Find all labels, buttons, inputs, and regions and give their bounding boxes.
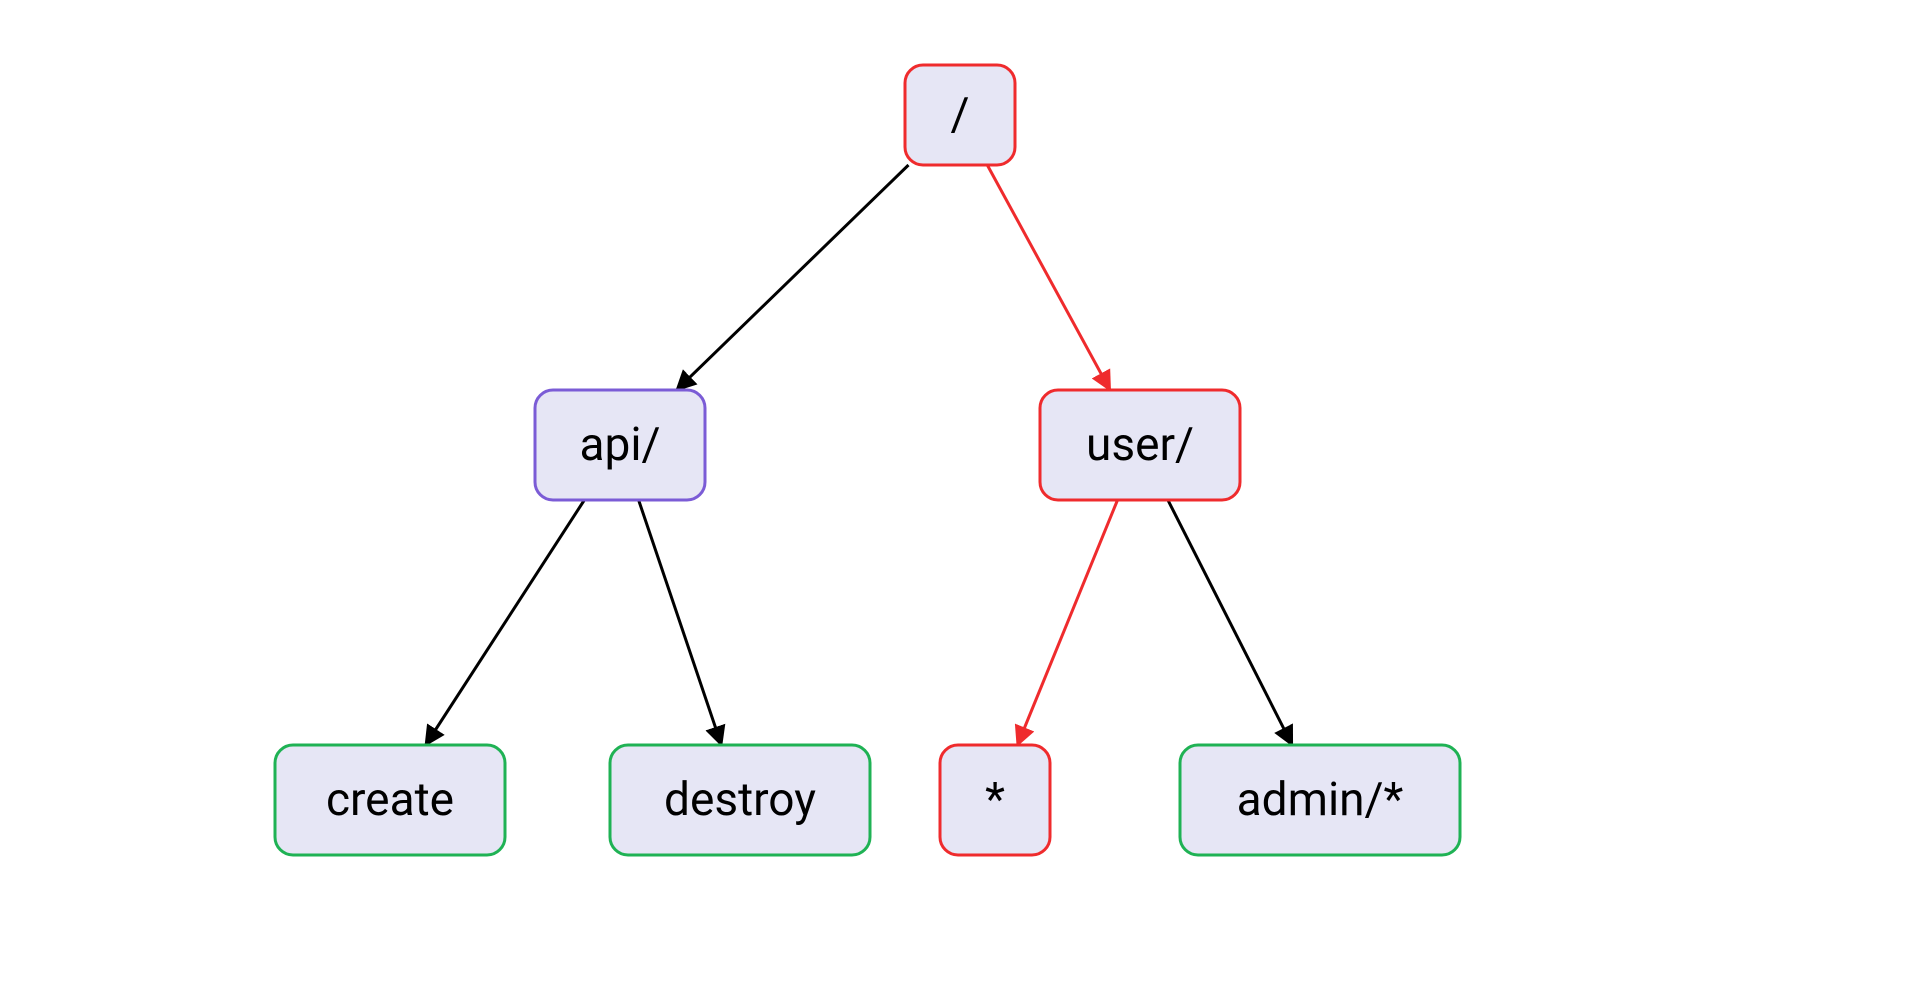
edge-api-destroy — [639, 500, 722, 745]
node-user: user/ — [1040, 390, 1240, 500]
edge-root-api — [677, 165, 909, 390]
node-admin-label: admin/* — [1237, 773, 1404, 827]
node-root-label: / — [951, 88, 970, 142]
node-destroy-label: destroy — [664, 773, 816, 827]
nodes-group: / api/user/create destroy * admin/* — [275, 65, 1460, 855]
node-api-label: api/ — [579, 418, 660, 472]
node-user-label: user/ — [1086, 418, 1194, 472]
edge-api-create — [426, 500, 585, 745]
node-create: create — [275, 745, 505, 855]
node-star-label: * — [985, 773, 1005, 827]
node-star: * — [940, 745, 1050, 855]
edge-root-user — [987, 165, 1110, 390]
edge-user-star — [1017, 500, 1117, 745]
node-admin: admin/* — [1180, 745, 1460, 855]
node-root: / — [905, 65, 1015, 165]
node-api: api/ — [535, 390, 705, 500]
edge-user-admin — [1168, 500, 1292, 745]
route-tree-diagram: / api/user/create destroy * admin/* — [0, 0, 1920, 993]
node-destroy: destroy — [610, 745, 870, 855]
node-create-label: create — [326, 773, 454, 827]
